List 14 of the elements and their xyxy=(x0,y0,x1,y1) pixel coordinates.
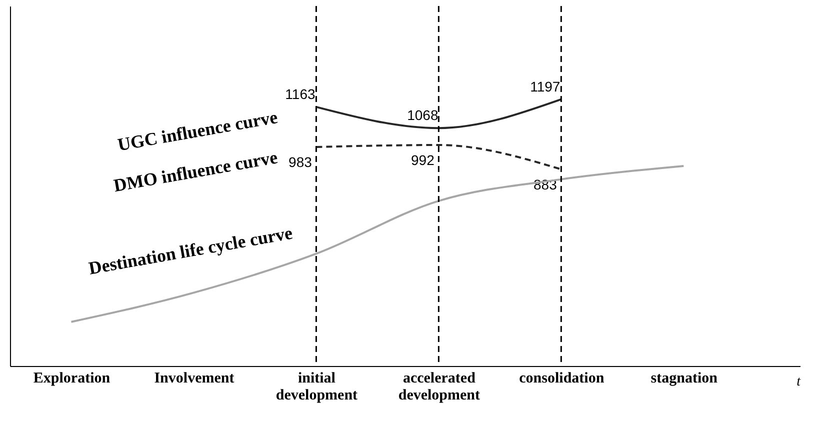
data-label: 992 xyxy=(411,152,435,168)
x-tick-label: Involvement xyxy=(154,370,234,386)
x-tick-label: stagnation xyxy=(650,370,718,386)
data-label: 1068 xyxy=(407,107,438,124)
data-label: 1197 xyxy=(530,78,560,94)
x-tick-label: accelerated development xyxy=(398,370,480,404)
data-label: 983 xyxy=(288,154,312,170)
x-tick-label: Exploration xyxy=(33,370,111,386)
x-tick-label: consolidation xyxy=(519,370,605,386)
text: Destination life cycle curve xyxy=(87,222,294,278)
x-axis-title: t xyxy=(796,374,802,390)
data-label: 1163 xyxy=(285,86,316,102)
text: UGC influence curve xyxy=(116,106,280,155)
x-tick-label: initial development xyxy=(276,370,358,404)
